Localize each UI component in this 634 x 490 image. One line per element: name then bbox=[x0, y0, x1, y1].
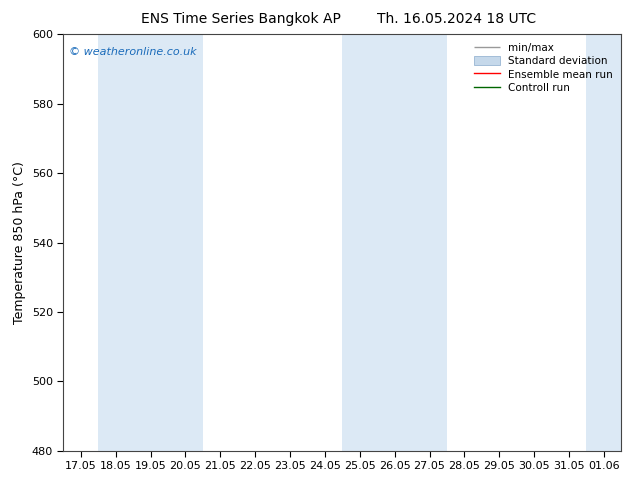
Bar bbox=[98, 34, 203, 451]
Text: © weatheronline.co.uk: © weatheronline.co.uk bbox=[69, 47, 197, 57]
Text: ENS Time Series Bangkok AP: ENS Time Series Bangkok AP bbox=[141, 12, 341, 26]
Bar bbox=[586, 34, 634, 451]
Text: Th. 16.05.2024 18 UTC: Th. 16.05.2024 18 UTC bbox=[377, 12, 536, 26]
Bar bbox=[342, 34, 447, 451]
Legend: min/max, Standard deviation, Ensemble mean run, Controll run: min/max, Standard deviation, Ensemble me… bbox=[470, 40, 616, 96]
Y-axis label: Temperature 850 hPa (°C): Temperature 850 hPa (°C) bbox=[13, 161, 26, 324]
